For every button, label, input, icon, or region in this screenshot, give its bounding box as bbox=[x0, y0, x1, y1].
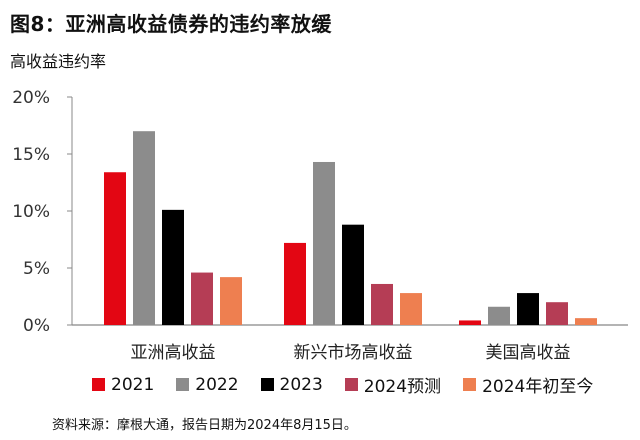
bar bbox=[517, 293, 539, 325]
y-tick-label: 10% bbox=[12, 202, 50, 222]
y-tick-label: 5% bbox=[23, 259, 50, 279]
x-tick-label: 亚洲高收益 bbox=[131, 343, 216, 363]
bar bbox=[220, 277, 242, 325]
legend-swatch bbox=[463, 378, 477, 391]
legend-label: 2022 bbox=[195, 374, 239, 395]
y-tick-label: 20% bbox=[12, 88, 50, 108]
legend-item-2024-forecast: 2024预测 bbox=[344, 372, 442, 397]
bar bbox=[575, 318, 597, 325]
bar bbox=[459, 320, 481, 325]
bar bbox=[313, 161, 335, 325]
legend-swatch bbox=[260, 378, 274, 391]
legend-label: 2023 bbox=[279, 374, 323, 395]
legend-label: 2021 bbox=[111, 374, 155, 395]
legend-swatch bbox=[344, 378, 358, 391]
bar bbox=[371, 283, 393, 325]
bar bbox=[488, 306, 510, 325]
source-note: 资料来源：摩根大通，报告日期为2024年8月15日。 bbox=[52, 418, 357, 433]
bar bbox=[546, 302, 568, 325]
bar bbox=[191, 272, 213, 325]
x-tick-label: 美国高收益 bbox=[486, 343, 571, 363]
legend-swatch bbox=[176, 378, 190, 391]
legend: 2021 2022 2023 2024预测 2024年初至今 bbox=[92, 372, 593, 397]
figure-title: 图8：亚洲高收益债券的违约率放缓 bbox=[10, 12, 332, 36]
legend-swatch bbox=[92, 378, 105, 391]
x-tick-label: 新兴市场高收益 bbox=[294, 343, 413, 363]
y-tick-label: 15% bbox=[12, 145, 50, 165]
bar bbox=[400, 293, 422, 325]
legend-item-2021: 2021 bbox=[92, 375, 154, 395]
bar bbox=[284, 242, 306, 325]
legend-label: 2024年初至今 bbox=[482, 377, 594, 397]
y-tick-label: 0% bbox=[23, 316, 50, 336]
bar bbox=[162, 209, 184, 325]
legend-item-2024-ytd: 2024年初至今 bbox=[463, 372, 593, 397]
chart-title: 高收益违约率 bbox=[10, 52, 107, 71]
legend-item-2023: 2023 bbox=[260, 374, 323, 395]
bar bbox=[133, 131, 155, 325]
bar bbox=[342, 224, 364, 325]
legend-label: 2024预测 bbox=[363, 377, 442, 397]
bar bbox=[104, 172, 126, 325]
legend-item-2022: 2022 bbox=[176, 374, 239, 395]
